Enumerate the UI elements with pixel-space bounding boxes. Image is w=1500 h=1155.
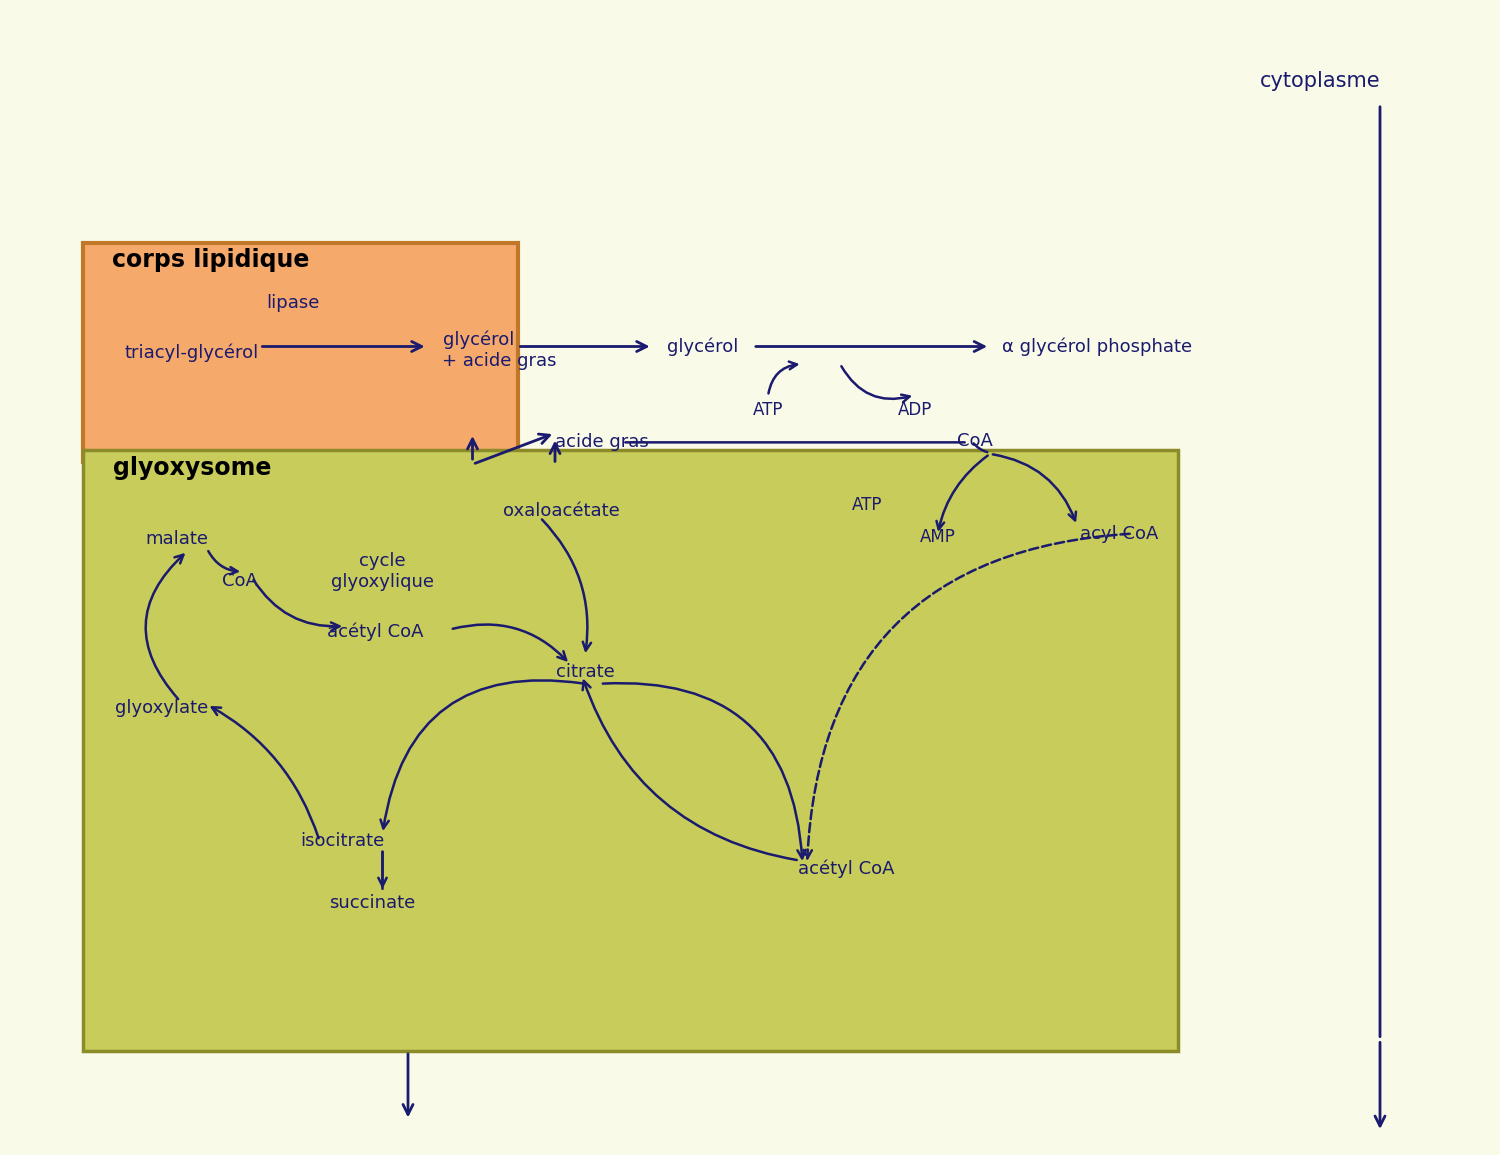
Text: CoA: CoA: [222, 572, 258, 590]
Text: acétyl CoA: acétyl CoA: [798, 859, 894, 878]
Text: α glycérol phosphate: α glycérol phosphate: [1002, 337, 1192, 356]
Text: acétyl CoA: acétyl CoA: [327, 623, 423, 641]
Text: ATP: ATP: [852, 495, 882, 514]
Text: malate: malate: [146, 530, 208, 549]
Text: glycérol: glycérol: [668, 337, 740, 356]
Text: lipase: lipase: [266, 293, 320, 312]
Text: glyoxysome: glyoxysome: [112, 456, 272, 479]
Text: glyoxylate: glyoxylate: [116, 699, 208, 717]
Text: ADP: ADP: [898, 401, 932, 419]
Text: corps lipidique: corps lipidique: [112, 248, 310, 271]
FancyBboxPatch shape: [82, 450, 1178, 1051]
Text: oxaloacétate: oxaloacétate: [503, 501, 620, 520]
FancyBboxPatch shape: [82, 243, 518, 462]
Text: citrate: citrate: [555, 663, 615, 681]
Text: triacyl-glycérol: triacyl-glycérol: [124, 343, 258, 362]
Text: CoA: CoA: [957, 432, 993, 450]
Text: cytoplasme: cytoplasme: [1260, 70, 1380, 91]
Text: cycle
glyoxylique: cycle glyoxylique: [332, 552, 434, 591]
Text: ATP: ATP: [753, 401, 783, 419]
Text: acide gras: acide gras: [555, 433, 648, 452]
Text: AMP: AMP: [920, 528, 956, 546]
Text: acyl CoA: acyl CoA: [1080, 524, 1158, 543]
Text: isocitrate: isocitrate: [300, 832, 384, 850]
Text: glycérol
+ acide gras: glycérol + acide gras: [442, 330, 556, 370]
Text: succinate: succinate: [328, 894, 416, 912]
